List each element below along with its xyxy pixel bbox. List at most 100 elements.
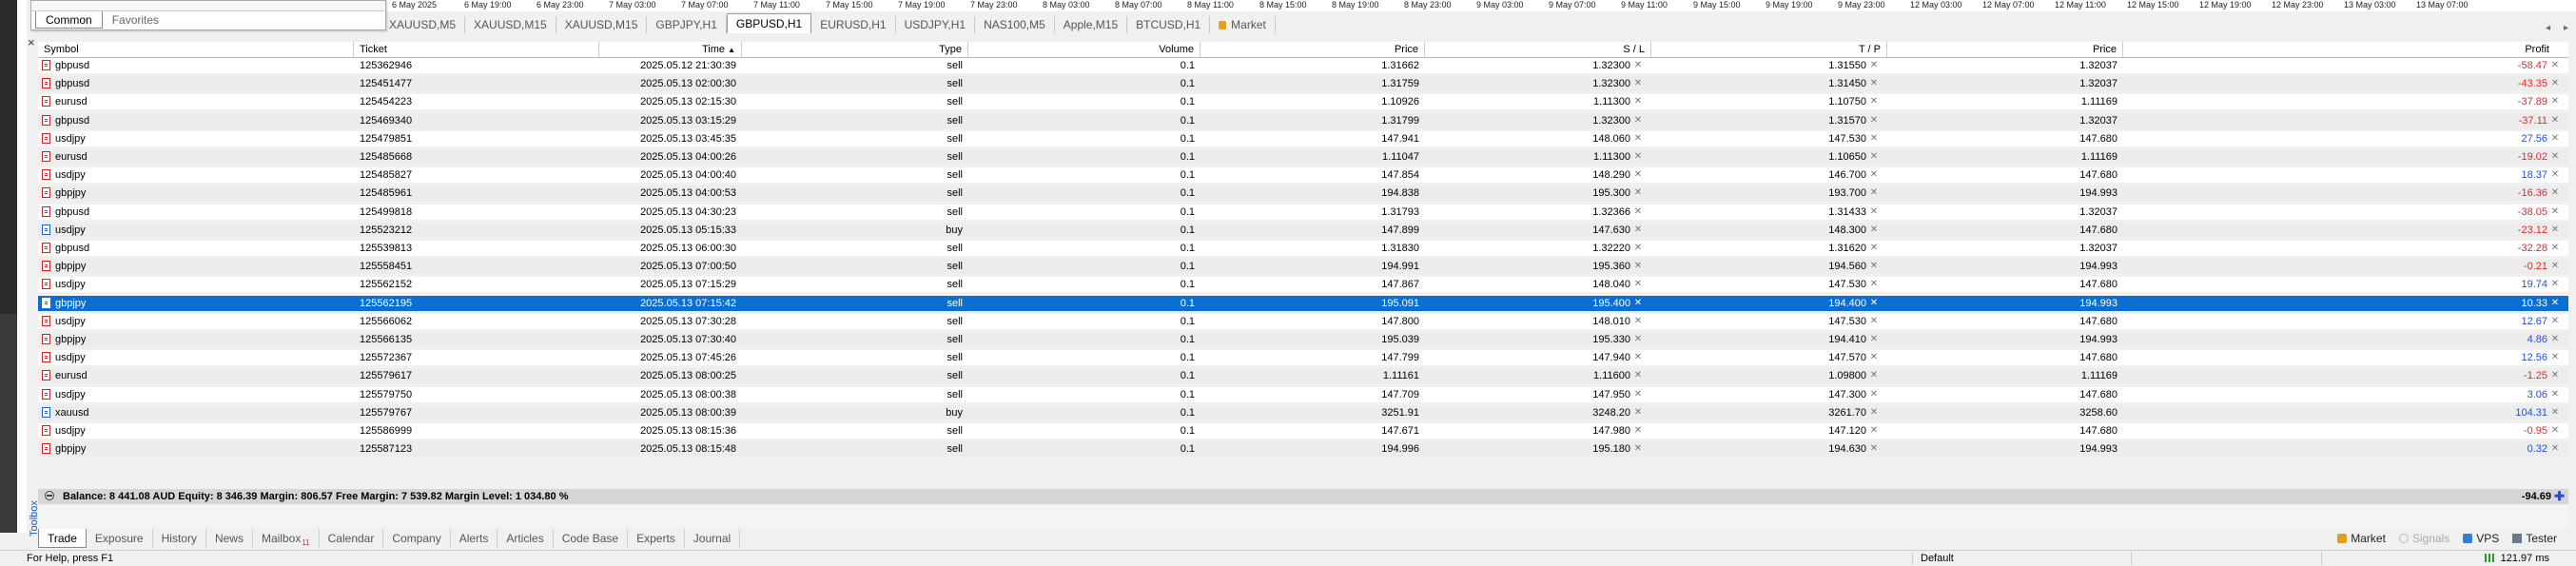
remove-sl-icon[interactable]: ✕ [1633, 406, 1643, 418]
remove-tp-icon[interactable]: ✕ [1869, 132, 1879, 144]
table-row[interactable]: usdjpy 125572367 2025.05.13 07:45:26 sell 0.… [38, 350, 2568, 366]
remove-sl-icon[interactable]: ✕ [1633, 132, 1643, 144]
table-row[interactable]: gbpjpy 125485961 2025.05.13 04:00:53 sell 0.… [38, 185, 2568, 202]
remove-sl-icon[interactable]: ✕ [1633, 60, 1643, 70]
chart-tab[interactable]: NAS100,M5 [975, 16, 1055, 33]
close-position-icon[interactable]: ✕ [2550, 388, 2560, 400]
remove-tp-icon[interactable]: ✕ [1869, 315, 1879, 326]
remove-tp-icon[interactable]: ✕ [1869, 187, 1879, 199]
table-row[interactable]: xauusd 125579767 2025.05.13 08:00:39 buy 0.1… [38, 404, 2568, 420]
close-position-icon[interactable]: ✕ [2550, 132, 2560, 144]
tab-code-base[interactable]: Code Base [554, 529, 629, 548]
table-row[interactable]: gbpjpy 125558451 2025.05.13 07:00:50 sell 0.… [38, 259, 2568, 275]
table-row[interactable]: usdjpy 125566062 2025.05.13 07:30:28 sell 0.… [38, 313, 2568, 329]
chart-tab[interactable]: GBPJPY,H1 [647, 16, 727, 33]
remove-tp-icon[interactable]: ✕ [1869, 334, 1879, 344]
col-current-price[interactable]: Price [1887, 42, 2123, 57]
close-position-icon[interactable]: ✕ [2550, 169, 2560, 181]
plus-icon[interactable]: ✚ [2554, 489, 2565, 503]
remove-tp-icon[interactable]: ✕ [1869, 205, 1879, 217]
tab-company[interactable]: Company [383, 529, 451, 548]
remove-tp-icon[interactable]: ✕ [1869, 443, 1879, 455]
col-ticket[interactable]: Ticket [354, 42, 599, 57]
table-row[interactable]: gbpusd 125362946 2025.05.12 21:30:39 sell 0.… [38, 58, 2568, 73]
tab-news[interactable]: News [206, 529, 253, 548]
remove-sl-icon[interactable]: ✕ [1633, 151, 1643, 162]
remove-sl-icon[interactable]: ✕ [1633, 224, 1643, 235]
chart-tab[interactable]: XAUUSD,M15 [556, 16, 648, 33]
chart-tab[interactable]: XAUUSD,M5 [381, 16, 466, 33]
close-position-icon[interactable]: ✕ [2550, 315, 2560, 326]
remove-sl-icon[interactable]: ✕ [1633, 205, 1643, 217]
remove-tp-icon[interactable]: ✕ [1869, 406, 1879, 418]
table-row[interactable]: gbpusd 125539813 2025.05.13 06:00:30 sell 0.… [38, 241, 2568, 256]
vps-button[interactable]: VPS [2463, 532, 2499, 545]
tab-articles[interactable]: Articles [498, 529, 554, 548]
table-row[interactable]: usdjpy 125562152 2025.05.13 07:15:29 sell 0.… [38, 277, 2568, 293]
close-position-icon[interactable]: ✕ [2550, 297, 2560, 308]
col-time[interactable]: Time ▲ [599, 42, 742, 57]
col-tp[interactable]: T / P [1651, 42, 1887, 57]
tab-exposure[interactable]: Exposure [87, 529, 153, 548]
col-profit[interactable]: Profit [2525, 44, 2549, 55]
chart-tab[interactable]: Market [1210, 16, 1276, 33]
close-position-icon[interactable]: ✕ [2550, 243, 2560, 253]
remove-sl-icon[interactable]: ✕ [1633, 279, 1643, 290]
remove-tp-icon[interactable]: ✕ [1869, 169, 1879, 181]
tab-history[interactable]: History [153, 529, 206, 548]
close-toolbox-icon[interactable]: × [28, 35, 35, 49]
close-position-icon[interactable]: ✕ [2550, 352, 2560, 363]
signals-button[interactable]: Signals [2398, 532, 2449, 545]
chart-tab[interactable]: XAUUSD,M15 [465, 16, 556, 33]
remove-tp-icon[interactable]: ✕ [1869, 352, 1879, 363]
remove-tp-icon[interactable]: ✕ [1869, 114, 1879, 126]
remove-sl-icon[interactable]: ✕ [1633, 187, 1643, 199]
close-position-icon[interactable]: ✕ [2550, 406, 2560, 418]
remove-tp-icon[interactable]: ✕ [1869, 297, 1879, 308]
remove-sl-icon[interactable]: ✕ [1633, 243, 1643, 253]
table-row[interactable]: usdjpy 125485827 2025.05.13 04:00:40 sell 0.… [38, 167, 2568, 184]
remove-sl-icon[interactable]: ✕ [1633, 334, 1643, 344]
tab-common[interactable]: Common [35, 11, 103, 29]
remove-sl-icon[interactable]: ✕ [1633, 352, 1643, 363]
col-sl[interactable]: S / L [1425, 42, 1651, 57]
remove-sl-icon[interactable]: ✕ [1633, 96, 1643, 107]
remove-tp-icon[interactable]: ✕ [1869, 261, 1879, 272]
table-row[interactable]: eurusd 125454223 2025.05.13 02:15:30 sell 0.… [38, 94, 2568, 110]
market-button[interactable]: Market [2337, 532, 2386, 545]
remove-tp-icon[interactable]: ✕ [1869, 388, 1879, 400]
close-position-icon[interactable]: ✕ [2550, 205, 2560, 217]
tab-experts[interactable]: Experts [628, 529, 685, 548]
table-row[interactable]: eurusd 125485668 2025.05.13 04:00:26 sell 0.… [38, 149, 2568, 165]
table-row[interactable]: gbpjpy 125566135 2025.05.13 07:30:40 sell 0.… [38, 332, 2568, 347]
tab-favorites[interactable]: Favorites [111, 13, 160, 27]
remove-tp-icon[interactable]: ✕ [1869, 370, 1879, 381]
tab-trade[interactable]: Trade [38, 529, 87, 548]
remove-sl-icon[interactable]: ✕ [1633, 78, 1643, 89]
close-position-icon[interactable]: ✕ [2550, 279, 2560, 290]
close-position-icon[interactable]: ✕ [2550, 114, 2560, 126]
table-row[interactable]: usdjpy 125523212 2025.05.13 05:15:33 buy 0.1… [38, 222, 2568, 238]
remove-sl-icon[interactable]: ✕ [1633, 297, 1643, 308]
chart-tab[interactable]: EURUSD,H1 [811, 16, 896, 33]
table-row[interactable]: usdjpy 125579750 2025.05.13 08:00:38 sell 0.… [38, 386, 2568, 402]
tab-calendar[interactable]: Calendar [320, 529, 384, 548]
remove-tp-icon[interactable]: ✕ [1869, 151, 1879, 162]
table-row[interactable]: gbpusd 125469340 2025.05.13 03:15:29 sell 0.… [38, 112, 2568, 128]
remove-sl-icon[interactable]: ✕ [1633, 261, 1643, 272]
remove-tp-icon[interactable]: ✕ [1869, 224, 1879, 235]
col-volume[interactable]: Volume [968, 42, 1200, 57]
close-position-icon[interactable]: ✕ [2550, 151, 2560, 162]
tester-button[interactable]: Tester [2512, 532, 2557, 545]
remove-tp-icon[interactable]: ✕ [1869, 279, 1879, 290]
remove-tp-icon[interactable]: ✕ [1869, 96, 1879, 107]
close-position-icon[interactable]: ✕ [2550, 261, 2560, 272]
table-row[interactable]: gbpjpy 125587123 2025.05.13 08:15:48 sell 0.… [38, 441, 2568, 458]
table-row[interactable]: usdjpy 125586999 2025.05.13 08:15:36 sell 0.… [38, 423, 2568, 439]
remove-sl-icon[interactable]: ✕ [1633, 370, 1643, 381]
close-position-icon[interactable]: ✕ [2550, 370, 2560, 381]
chart-tab[interactable]: USDJPY,H1 [896, 16, 976, 33]
table-row[interactable]: gbpjpy 125562195 2025.05.13 07:15:42 sell 0.… [38, 295, 2568, 311]
tab-scroll-arrows[interactable]: ◂▸✕ [2546, 23, 2576, 33]
close-position-icon[interactable]: ✕ [2550, 187, 2560, 199]
